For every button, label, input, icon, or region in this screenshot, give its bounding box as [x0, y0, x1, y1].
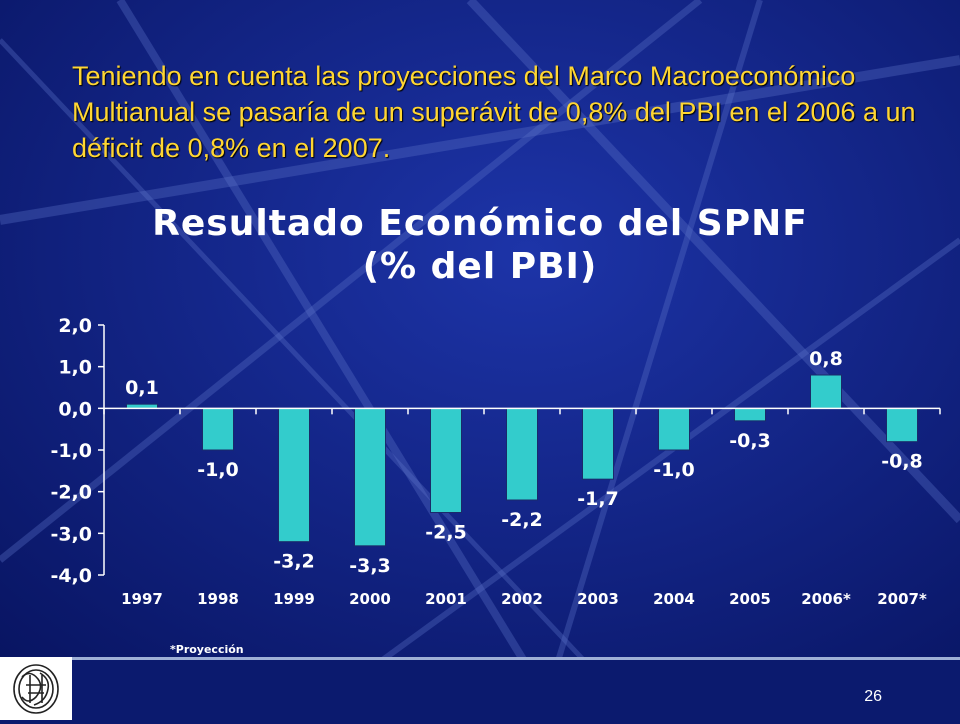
- x-tick-label: 1999: [273, 590, 315, 608]
- bcr-seal-logo-icon: [13, 664, 59, 714]
- y-tick-label: 2,0: [58, 315, 92, 337]
- bar: [506, 407, 538, 501]
- x-tick-label: 1997: [121, 590, 163, 608]
- x-tick-label: 2000: [349, 590, 391, 608]
- x-tick-label: 2001: [425, 590, 467, 608]
- x-tick-label: 2002: [501, 590, 543, 608]
- data-label: -3,2: [273, 551, 315, 573]
- bar: [278, 407, 310, 543]
- data-label: -0,3: [729, 430, 771, 452]
- y-tick-label: -1,0: [50, 440, 92, 462]
- footer-bar: [0, 657, 960, 720]
- bar: [430, 407, 462, 513]
- y-tick-label: -3,0: [50, 523, 92, 545]
- x-tick-label: 2004: [653, 590, 695, 608]
- bar: [810, 374, 842, 409]
- y-tick-label: -2,0: [50, 482, 92, 504]
- y-tick-label: -4,0: [50, 565, 92, 587]
- logo: [0, 657, 72, 720]
- footer-rule: [72, 657, 960, 660]
- bar-chart: Resultado Económico del SPNF(% del PBI) 2…: [50, 203, 941, 608]
- bar: [734, 407, 766, 422]
- data-label: 0,1: [125, 377, 159, 399]
- projection-footnote: *Proyección: [170, 643, 244, 656]
- data-label: -2,2: [501, 509, 543, 531]
- chart-title: Resultado Económico del SPNF: [152, 203, 808, 244]
- bar: [658, 407, 690, 451]
- page-number: 26: [864, 688, 882, 705]
- data-label: -1,7: [577, 488, 619, 510]
- y-tick-label: 1,0: [58, 357, 92, 379]
- data-label: 0,8: [809, 348, 843, 370]
- data-label: -1,0: [653, 459, 695, 481]
- y-tick-label: 0,0: [58, 398, 92, 420]
- bar: [202, 407, 234, 451]
- bar: [582, 407, 614, 480]
- slide-headline: Teniendo en cuenta las proyecciones del …: [72, 61, 916, 163]
- data-label: -0,8: [881, 451, 923, 473]
- bar: [886, 407, 918, 443]
- x-tick-label: 2003: [577, 590, 619, 608]
- chart-subtitle: (% del PBI): [363, 246, 598, 287]
- x-tick-label: 2007*: [877, 590, 927, 608]
- data-label: -1,0: [197, 459, 239, 481]
- x-tick-label: 2005: [729, 590, 771, 608]
- x-tick-label: 2006*: [801, 590, 851, 608]
- data-label: -3,3: [349, 555, 391, 577]
- bar: [354, 407, 386, 547]
- x-tick-label: 1998: [197, 590, 239, 608]
- data-label: -2,5: [425, 522, 467, 544]
